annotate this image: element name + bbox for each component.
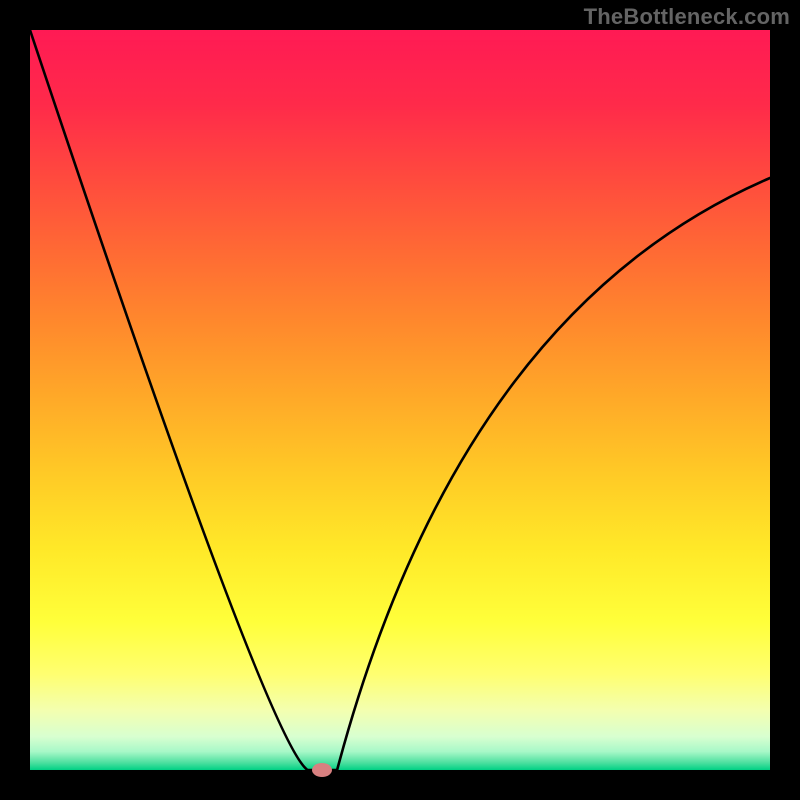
plot-area bbox=[30, 30, 770, 770]
gradient-background bbox=[0, 0, 800, 800]
watermark-text: TheBottleneck.com bbox=[584, 4, 790, 30]
chart-container: TheBottleneck.com bbox=[0, 0, 800, 800]
